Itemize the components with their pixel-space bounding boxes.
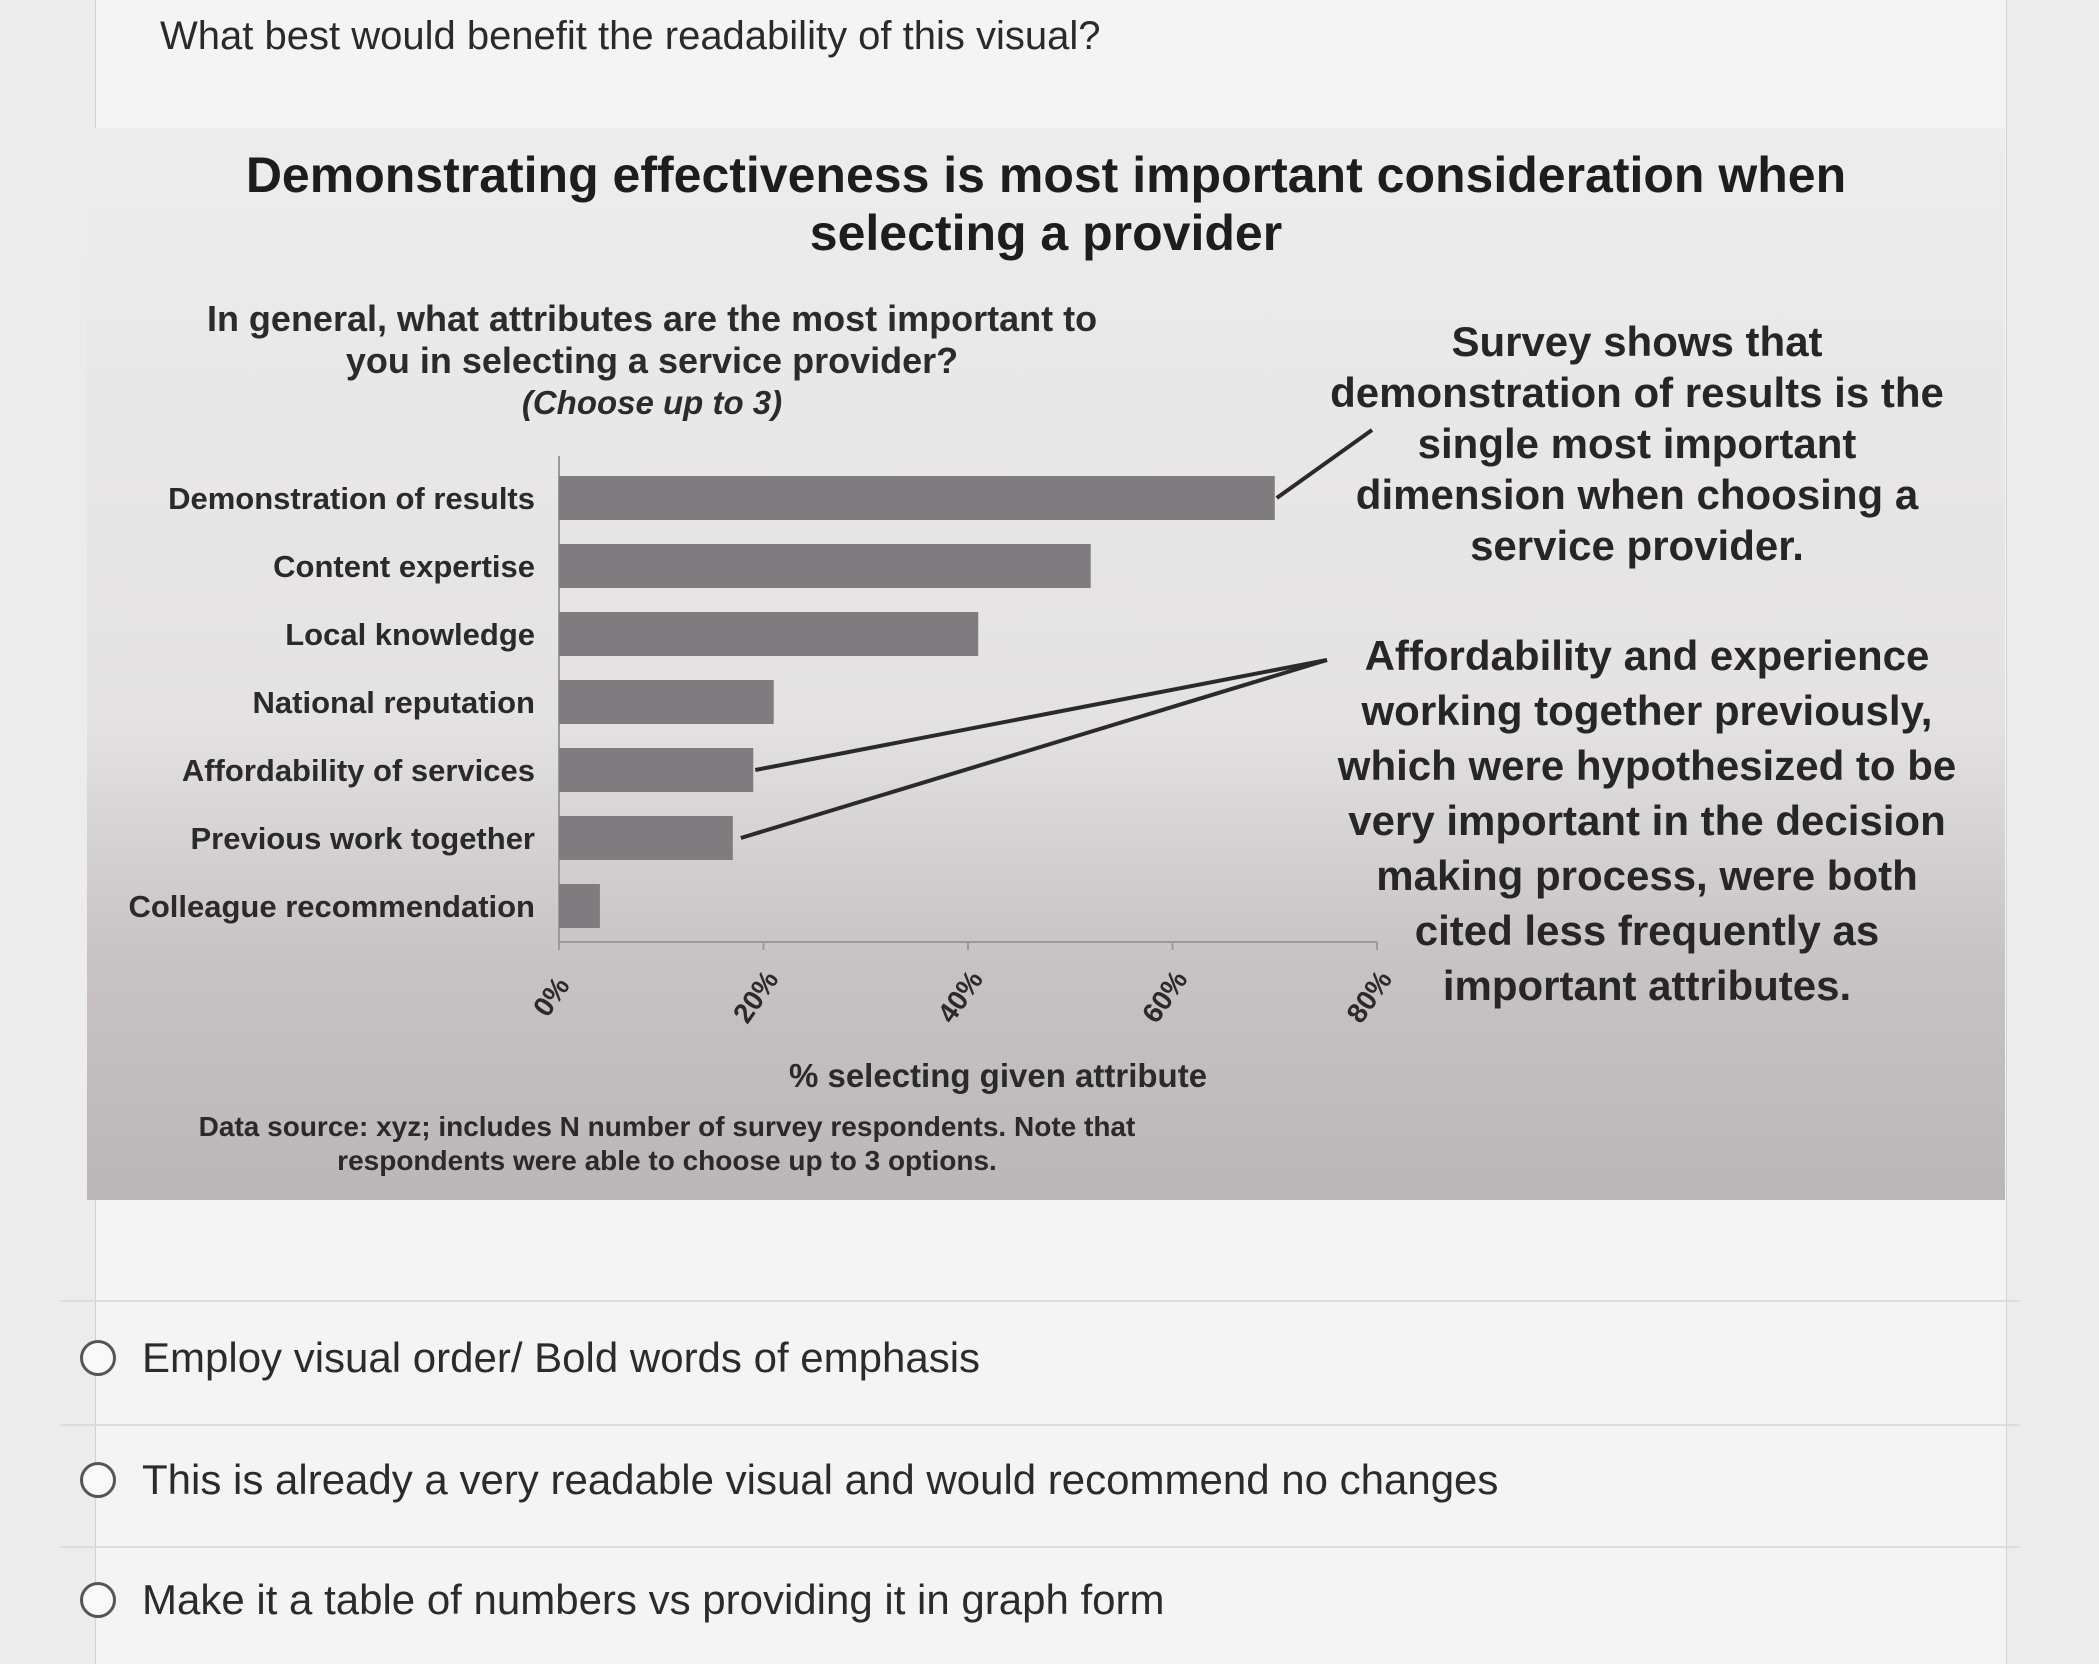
bar [559,748,754,792]
figure-title-line1: Demonstrating effectiveness is most impo… [245,147,1847,203]
figure-title: Demonstrating effectiveness is most impo… [87,146,2005,262]
x-tick-label: 0% [527,971,576,1022]
data-source-note: Data source: xyz; includes N number of s… [147,1110,1187,1178]
bar [559,544,1091,588]
bar [559,612,979,656]
category-label: Local knowledge [285,617,535,652]
chart-question-note: (Choose up to 3) [521,384,783,421]
chart-question: In general, what attributes are the most… [177,298,1127,424]
data-source-line2: respondents were able to choose up to 3 … [337,1145,997,1176]
category-label: Demonstration of results [168,481,535,516]
category-label: Previous work together [190,821,535,856]
category-label: Affordability of services [182,753,535,788]
option-label: Make it a table of numbers vs providing … [142,1576,1165,1623]
question-text: What best would benefit the readability … [160,14,1101,58]
bar [559,816,733,860]
callout-affordability: Affordability and experience working tog… [1337,632,1957,1009]
chart-question-line1: In general, what attributes are the most… [206,298,1098,339]
option-no-changes[interactable]: This is already a very readable visual a… [80,1456,1498,1504]
bar [559,476,1275,520]
bar [559,884,600,928]
option-table-numbers[interactable]: Make it a table of numbers vs providing … [80,1576,1164,1624]
x-tick-label: 20% [727,965,785,1029]
option-visual-order[interactable]: Employ visual order/ Bold words of empha… [80,1334,980,1382]
option-divider [60,1546,2020,1548]
callout-line-previous-work [740,658,1328,840]
option-label: Employ visual order/ Bold words of empha… [142,1334,981,1381]
callout-line-demonstration [1275,428,1374,500]
x-axis-title: % selecting given attribute [789,1057,1207,1094]
option-divider [60,1424,2020,1426]
data-source-line1: Data source: xyz; includes N number of s… [198,1111,1136,1142]
chart-question-line2: you in selecting a service provider? [345,340,959,381]
bar-chart: Demonstration of results Content expertis… [128,428,1398,1094]
callout-demonstration: Survey shows that demonstration of resul… [1330,318,1944,569]
radio-button[interactable] [80,1582,116,1618]
option-label: This is already a very readable visual a… [142,1456,1499,1503]
x-tick-label: 40% [931,965,989,1029]
category-label: Content expertise [273,549,535,584]
callout-line-affordability [754,658,1328,772]
option-divider [60,1300,2020,1302]
bar [559,680,774,724]
radio-button[interactable] [80,1340,116,1376]
category-label: Colleague recommendation [128,889,535,924]
chart-figure: Demonstrating effectiveness is most impo… [87,128,2005,1200]
figure-title-line2: selecting a provider [809,205,1283,261]
x-tick-label: 60% [1136,965,1194,1029]
category-label: National reputation [253,685,535,720]
radio-button[interactable] [80,1462,116,1498]
